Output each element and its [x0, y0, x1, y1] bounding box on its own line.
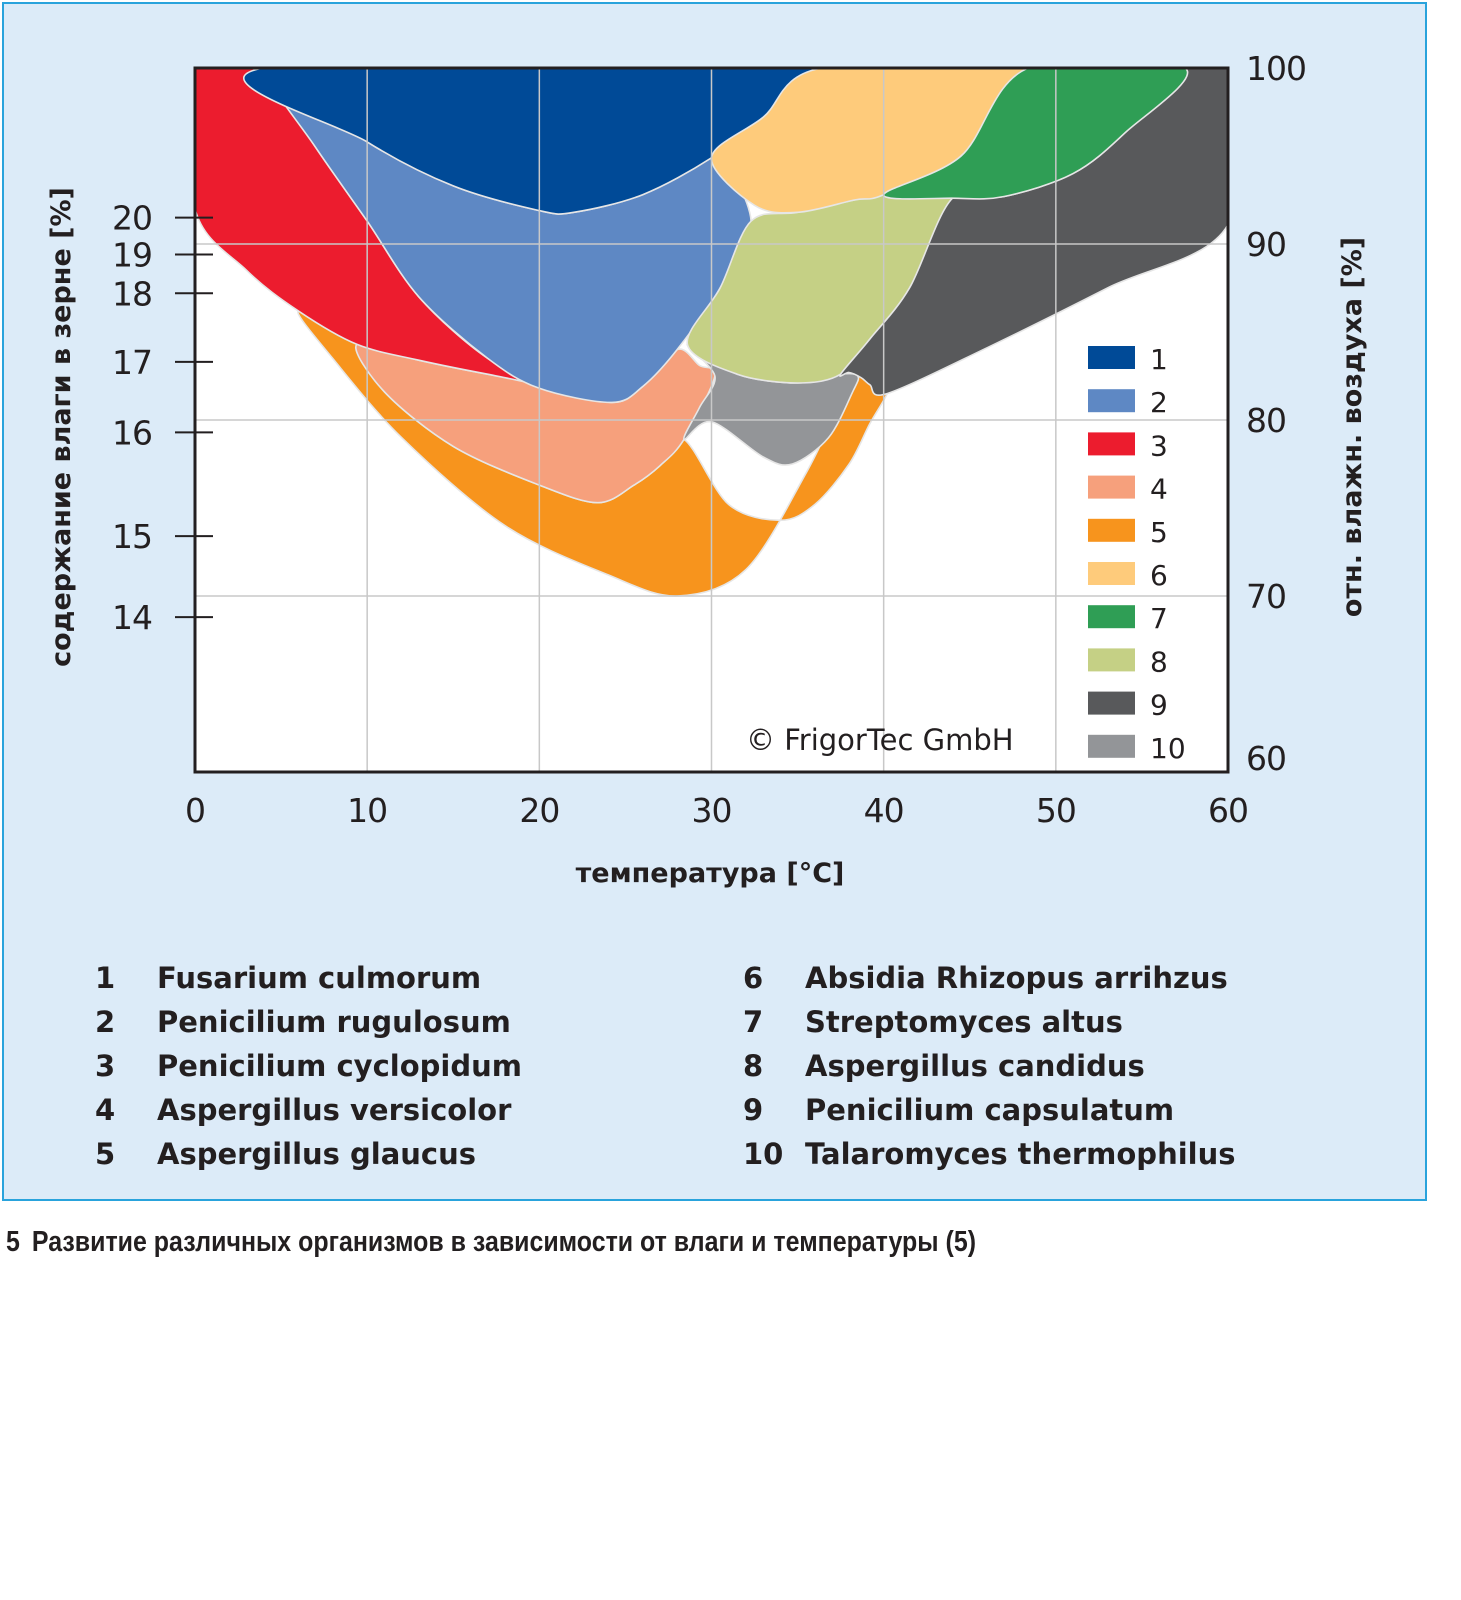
left-tick-label: 14: [112, 598, 152, 637]
species-name: Streptomyces altus: [805, 1005, 1123, 1039]
species-name: Penicilium cyclopidum: [157, 1049, 522, 1083]
x-tick-label: 0: [185, 791, 205, 830]
species-item: 4 Aspergillus versicolor: [95, 1088, 522, 1132]
right-axis: 100 90 80 70 60: [1246, 49, 1307, 778]
species-number: 1: [95, 961, 116, 995]
species-name: Talaromyces thermophilus: [805, 1137, 1236, 1171]
legend-label-5: 5: [1150, 516, 1168, 549]
legend-label-4: 4: [1150, 473, 1168, 506]
legend-label-8: 8: [1150, 645, 1168, 678]
species-item: 1 Fusarium culmorum: [95, 956, 522, 1000]
species-item: 9 Penicilium capsulatum: [743, 1088, 1236, 1132]
plot-frame: [193, 66, 1230, 774]
species-number: 3: [95, 1049, 116, 1083]
legend-swatch-4: [1088, 475, 1135, 499]
caption-number: 5: [6, 1226, 20, 1258]
species-name: Fusarium culmorum: [157, 961, 482, 995]
right-tick-label: 100: [1246, 49, 1306, 88]
x-tick-label: 20: [519, 791, 559, 830]
species-number: 7: [743, 1005, 764, 1039]
legend-label-1: 1: [1150, 343, 1168, 376]
legend-label-6: 6: [1150, 559, 1168, 592]
species-item: 2 Penicilium rugulosum: [95, 1000, 522, 1044]
right-axis-title: отн. влажн. воздуха [%]: [1337, 237, 1368, 617]
species-item: 6 Absidia Rhizopus arrihzus: [743, 956, 1236, 1000]
caption-text: Развитие различных организмов в зависимо…: [31, 1226, 977, 1258]
species-name: Aspergillus candidus: [805, 1049, 1145, 1083]
species-item: 3 Penicilium cyclopidum: [95, 1044, 522, 1088]
right-tick-label: 70: [1246, 577, 1286, 616]
species-name: Aspergillus glaucus: [157, 1137, 477, 1171]
x-axis-title: температура [°C]: [576, 858, 845, 889]
right-tick-label: 80: [1246, 401, 1286, 440]
figure-caption: 5 Развитие различных организмов в зависим…: [6, 1226, 976, 1259]
species-number: 5: [95, 1137, 116, 1171]
x-tick-label: 10: [347, 791, 387, 830]
species-name: Penicilium rugulosum: [157, 1005, 511, 1039]
grid: [195, 68, 1228, 772]
legend-swatch-8: [1088, 648, 1135, 672]
left-axis-title: содержание влаги в зерне [%]: [46, 187, 77, 667]
left-tick-label: 15: [112, 517, 152, 556]
legend-swatch-9: [1088, 691, 1135, 715]
legend-swatch-7: [1088, 605, 1135, 629]
x-tick-label: 30: [692, 791, 732, 830]
species-number: 2: [95, 1005, 116, 1039]
regions: [195, 68, 1228, 597]
right-tick-label: 60: [1246, 739, 1286, 778]
legend: 1 2 3 4 5 6 7 8 9 10: [1088, 343, 1186, 765]
species-number: 9: [743, 1093, 764, 1127]
copyright-annotation: © FrigorTec GmbH: [746, 723, 1014, 757]
left-tick-label: 20: [112, 199, 152, 238]
species-number: 8: [743, 1049, 764, 1083]
legend-swatch-2: [1088, 389, 1135, 413]
species-item: 5 Aspergillus glaucus: [95, 1132, 522, 1176]
left-tick-label: 16: [112, 413, 152, 452]
species-number: 6: [743, 961, 764, 995]
species-name: Aspergillus versicolor: [157, 1093, 512, 1127]
species-number: 10: [743, 1137, 784, 1171]
species-list-left: 1 Fusarium culmorum 2 Penicilium rugulosum…: [95, 956, 522, 1176]
right-tick-label: 90: [1246, 225, 1286, 264]
legend-swatch-10: [1088, 734, 1135, 758]
left-tick-label: 18: [112, 274, 152, 313]
legend-label-9: 9: [1150, 689, 1168, 722]
species-number: 4: [95, 1093, 116, 1127]
legend-swatch-3: [1088, 432, 1135, 456]
species-list-right: 6 Absidia Rhizopus arrihzus 7 Streptomyces…: [743, 956, 1236, 1176]
legend-label-10: 10: [1150, 732, 1186, 765]
x-axis: 0 10 20 30 40 50 60: [185, 791, 1249, 830]
species-item: 10 Talaromyces thermophilus: [743, 1132, 1236, 1176]
left-tick-label: 17: [112, 343, 152, 382]
species-name: Absidia Rhizopus arrihzus: [805, 961, 1228, 995]
left-tick-label: 19: [112, 236, 152, 275]
x-tick-label: 40: [864, 791, 904, 830]
legend-swatch-5: [1088, 518, 1135, 542]
x-tick-label: 50: [1036, 791, 1076, 830]
x-tick-label: 60: [1208, 791, 1248, 830]
species-name: Penicilium capsulatum: [805, 1093, 1175, 1127]
species-item: 8 Aspergillus candidus: [743, 1044, 1236, 1088]
region-1: [243, 68, 850, 215]
species-item: 7 Streptomyces altus: [743, 1000, 1236, 1044]
legend-swatch-1: [1088, 346, 1135, 369]
legend-label-3: 3: [1150, 429, 1168, 462]
legend-label-2: 2: [1150, 386, 1168, 419]
legend-swatch-6: [1088, 562, 1135, 585]
legend-label-7: 7: [1150, 602, 1168, 635]
